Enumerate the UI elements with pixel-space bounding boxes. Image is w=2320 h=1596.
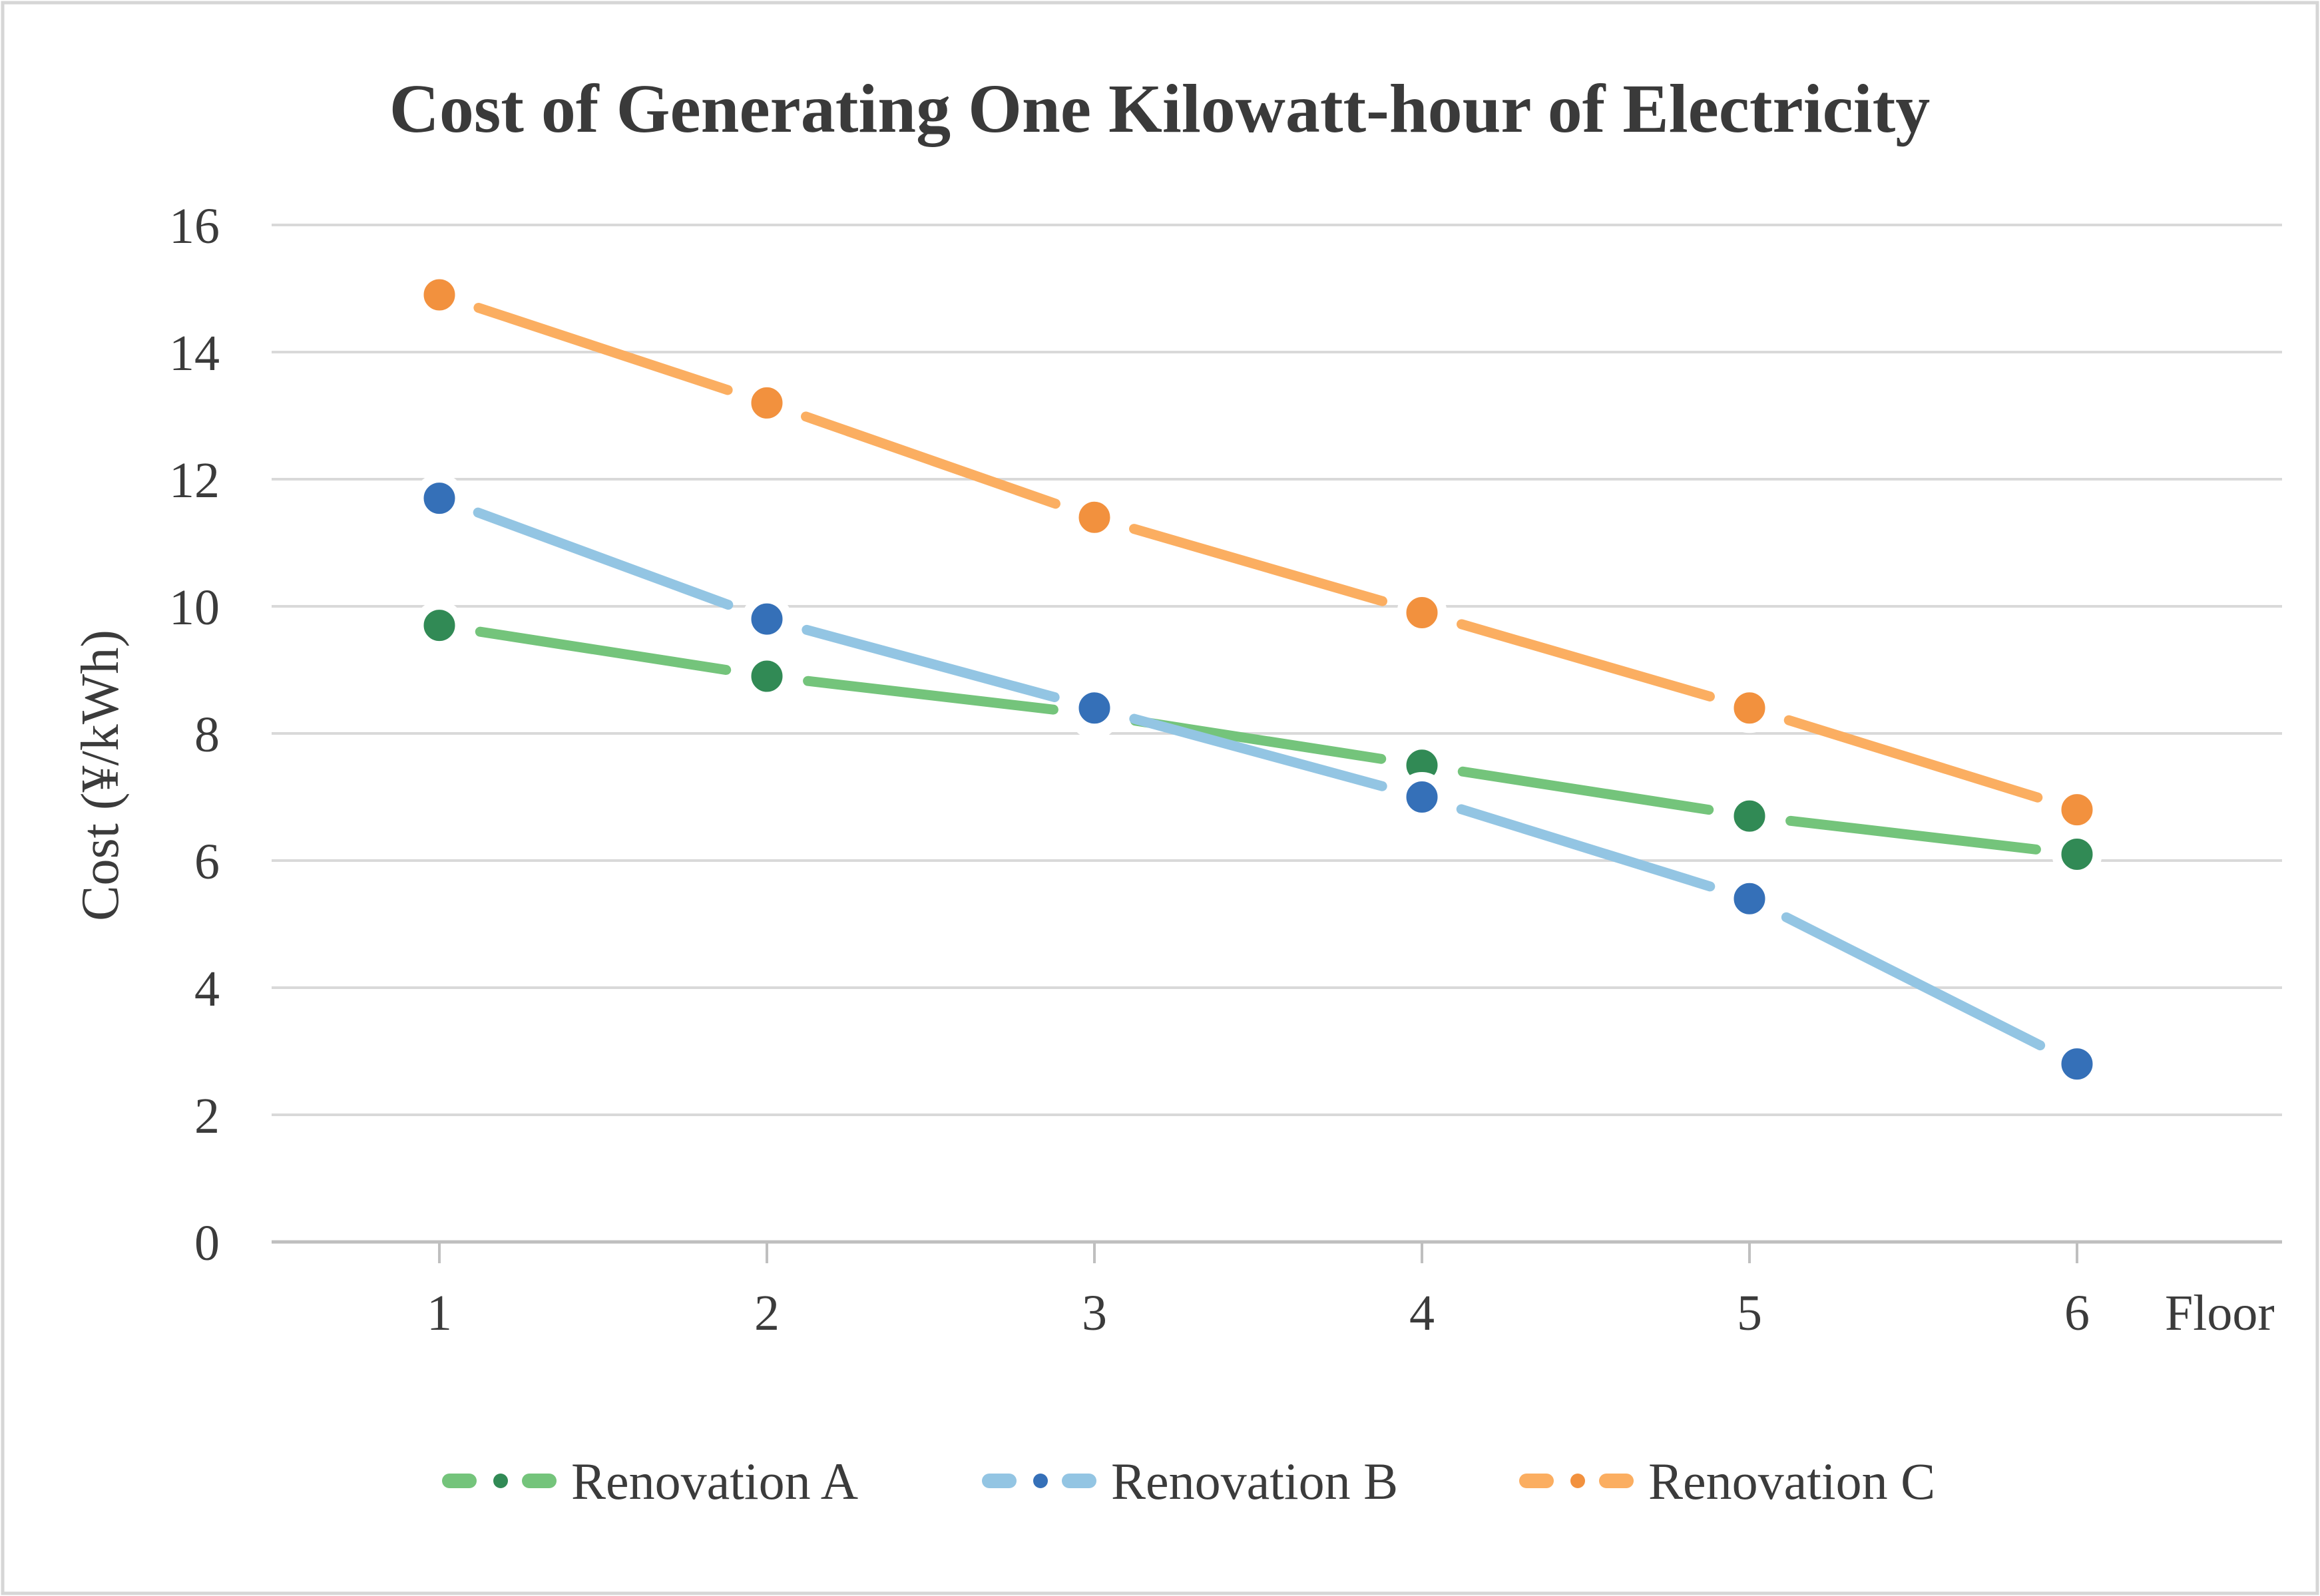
line-segment-renovation-c	[1783, 715, 2043, 803]
legend-marker-dot	[1570, 1474, 1585, 1488]
line-segment-renovation-b	[1456, 804, 1716, 892]
data-point-marker-renovation-c	[1069, 492, 1120, 542]
y-axis-tick-labels: 0 2 4 6 8 10 12 14 16	[169, 198, 220, 1271]
x-tick-label: 6	[2064, 1285, 2090, 1341]
line-segment-renovation-c	[1457, 619, 1715, 701]
y-tick-label: 0	[194, 1215, 220, 1271]
line-segment-renovation-c	[473, 302, 733, 395]
data-point-marker-renovation-b	[1069, 683, 1120, 733]
legend-dash	[982, 1474, 1017, 1488]
data-point-marker-renovation-a	[414, 600, 465, 651]
series-renovation-b	[414, 473, 2102, 1090]
data-point-marker-renovation-c	[1397, 588, 1447, 638]
legend-label: Renovation B	[1111, 1452, 1398, 1510]
legend-item-renovation-b: Renovation B	[982, 1452, 1398, 1510]
line-segment-renovation-a	[1457, 766, 1714, 815]
line-segment-renovation-b	[1781, 912, 2046, 1051]
data-point-marker-renovation-c	[742, 377, 792, 428]
legend-dash	[1599, 1474, 1634, 1488]
data-point-marker-renovation-b	[414, 473, 465, 524]
legend-dash	[1062, 1474, 1096, 1488]
line-segment-renovation-b	[802, 624, 1060, 703]
line-segment-renovation-a	[1785, 815, 2041, 855]
legend-marker-dot	[493, 1474, 508, 1488]
data-point-marker-renovation-c	[1724, 683, 1775, 733]
line-segment-renovation-b	[473, 507, 734, 610]
y-tick-label: 8	[194, 707, 220, 763]
y-tick-label: 14	[169, 325, 220, 381]
data-point-marker-renovation-a	[1724, 791, 1775, 841]
data-point-marker-renovation-a	[2052, 829, 2102, 879]
data-point-marker-renovation-b	[2052, 1039, 2102, 1090]
x-tick-label: 1	[427, 1285, 452, 1341]
y-tick-label: 4	[194, 961, 220, 1017]
x-tick-label: 5	[1737, 1285, 1762, 1341]
legend-item-renovation-c: Renovation C	[1519, 1452, 1935, 1510]
data-point-marker-renovation-c	[2052, 785, 2102, 835]
data-point-marker-renovation-b	[742, 594, 792, 644]
series-lines	[414, 270, 2102, 1090]
legend-label: Renovation C	[1648, 1452, 1935, 1510]
legend-item-renovation-a: Renovation A	[442, 1452, 858, 1510]
legend-dash	[442, 1474, 477, 1488]
x-axis-title: Floor	[2165, 1285, 2275, 1341]
data-point-marker-renovation-c	[414, 270, 465, 320]
line-segment-renovation-b	[1129, 713, 1387, 791]
y-tick-label: 16	[169, 198, 220, 254]
y-tick-label: 10	[169, 580, 220, 636]
legend-label: Renovation A	[571, 1452, 858, 1510]
x-axis: 1 2 3 4 5 6	[427, 1242, 2090, 1341]
data-point-marker-renovation-b	[1724, 873, 1775, 924]
legend-dash	[522, 1474, 557, 1488]
line-segment-renovation-c	[1129, 524, 1387, 606]
y-tick-label: 12	[169, 453, 220, 508]
x-tick-label: 2	[754, 1285, 780, 1341]
x-tick-label: 3	[1082, 1285, 1107, 1341]
legend-marker-dot	[1033, 1474, 1048, 1488]
y-axis-title: Cost (¥/kWh)	[71, 630, 130, 921]
legend-dash	[1519, 1474, 1554, 1488]
legend: Renovation A Renovation B Renovation C	[442, 1452, 1935, 1510]
line-segment-renovation-a	[475, 626, 732, 676]
x-tick-label: 4	[1409, 1285, 1435, 1341]
chart-title: Cost of Generating One Kilowatt-hour of …	[389, 71, 1931, 147]
data-point-marker-renovation-a	[742, 651, 792, 701]
line-segment-renovation-c	[801, 411, 1060, 509]
series-renovation-c	[414, 270, 2102, 835]
y-tick-label: 2	[194, 1088, 220, 1144]
data-point-marker-renovation-b	[1397, 772, 1447, 822]
y-tick-label: 6	[194, 834, 220, 890]
line-segment-renovation-a	[803, 676, 1058, 715]
